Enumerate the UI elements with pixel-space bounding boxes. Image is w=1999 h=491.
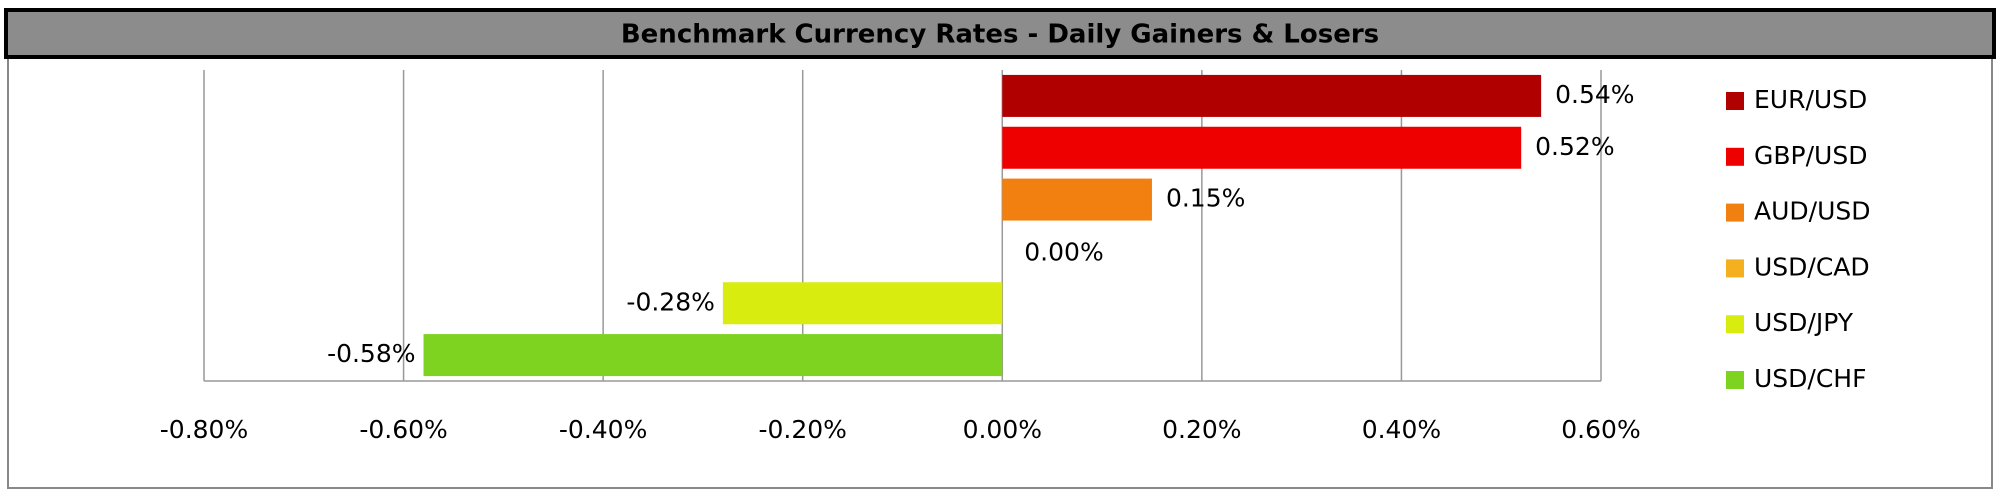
legend-swatch (1726, 92, 1744, 110)
x-tick-label: -0.40% (559, 415, 647, 444)
x-tick-label: 0.40% (1362, 415, 1441, 444)
x-tick-label: 0.00% (963, 415, 1042, 444)
legend-label: GBP/USD (1754, 141, 1867, 170)
bar (1002, 126, 1522, 169)
bar (722, 282, 1003, 325)
legend-label: EUR/USD (1754, 85, 1867, 114)
value-label: -0.58% (327, 339, 415, 368)
value-label: 0.00% (1024, 237, 1103, 266)
x-tick-label: -0.60% (359, 415, 447, 444)
value-label: 0.15% (1166, 184, 1245, 213)
legend-swatch (1726, 315, 1744, 334)
title-bar (4, 8, 1996, 59)
legend-label: USD/JPY (1754, 308, 1854, 337)
legend-swatch (1726, 147, 1744, 166)
legend-swatch (1726, 259, 1744, 278)
bar (423, 334, 1003, 377)
bar (1002, 74, 1542, 117)
chart-title: Benchmark Currency Rates - Daily Gainers… (621, 20, 1379, 50)
value-label: 0.54% (1555, 80, 1634, 109)
x-tick-label: 0.60% (1561, 415, 1640, 444)
x-tick-label: 0.20% (1162, 415, 1241, 444)
value-label: -0.28% (626, 287, 714, 316)
bar (1002, 178, 1152, 221)
chart-frame (7, 55, 1993, 489)
legend-label: USD/CHF (1754, 364, 1866, 393)
legend-swatch (1726, 371, 1744, 389)
value-label: 0.52% (1535, 132, 1614, 161)
x-tick-label: -0.20% (758, 415, 846, 444)
legend-label: USD/CAD (1754, 252, 1870, 281)
legend-label: AUD/USD (1754, 197, 1871, 226)
legend-swatch (1726, 203, 1744, 222)
x-tick-label: -0.80% (160, 415, 248, 444)
